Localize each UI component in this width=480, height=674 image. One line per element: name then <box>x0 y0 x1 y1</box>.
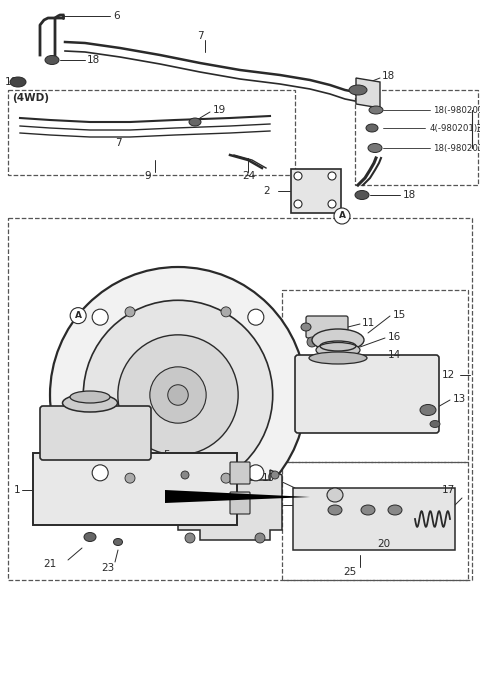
FancyBboxPatch shape <box>230 462 250 484</box>
FancyBboxPatch shape <box>40 406 151 460</box>
Circle shape <box>84 301 273 490</box>
Ellipse shape <box>10 77 26 87</box>
Circle shape <box>248 309 264 325</box>
Ellipse shape <box>301 323 311 331</box>
Text: 21: 21 <box>43 559 57 569</box>
Ellipse shape <box>189 118 201 126</box>
Polygon shape <box>165 490 310 503</box>
Text: 3: 3 <box>475 124 480 134</box>
Polygon shape <box>178 460 282 540</box>
Ellipse shape <box>355 191 369 200</box>
Circle shape <box>150 367 206 423</box>
Text: 16: 16 <box>388 332 401 342</box>
Ellipse shape <box>327 488 343 502</box>
Text: A: A <box>75 311 82 320</box>
Text: 18: 18 <box>382 71 395 81</box>
FancyBboxPatch shape <box>306 316 348 338</box>
Circle shape <box>248 465 264 481</box>
Ellipse shape <box>84 532 96 541</box>
Text: 10: 10 <box>262 473 275 483</box>
Text: 8: 8 <box>300 500 307 510</box>
Text: 2: 2 <box>264 186 270 196</box>
Text: 6: 6 <box>113 11 120 21</box>
Polygon shape <box>356 78 380 108</box>
FancyBboxPatch shape <box>33 453 237 525</box>
Circle shape <box>125 307 135 317</box>
Ellipse shape <box>309 352 367 364</box>
Circle shape <box>334 208 350 224</box>
Text: 13: 13 <box>453 394 466 404</box>
FancyBboxPatch shape <box>291 169 341 213</box>
Circle shape <box>50 267 306 523</box>
Text: 18(-980201): 18(-980201) <box>433 144 480 152</box>
Ellipse shape <box>388 505 402 515</box>
Circle shape <box>92 309 108 325</box>
Circle shape <box>271 471 279 479</box>
Circle shape <box>328 172 336 180</box>
Ellipse shape <box>70 391 110 403</box>
Circle shape <box>181 471 189 479</box>
Ellipse shape <box>368 144 382 152</box>
Ellipse shape <box>369 106 383 114</box>
Circle shape <box>221 307 231 317</box>
Ellipse shape <box>316 342 360 357</box>
Ellipse shape <box>312 329 364 351</box>
Ellipse shape <box>45 55 59 65</box>
Circle shape <box>92 465 108 481</box>
Ellipse shape <box>62 394 118 412</box>
Ellipse shape <box>420 404 436 415</box>
Circle shape <box>294 172 302 180</box>
FancyBboxPatch shape <box>295 355 439 433</box>
Text: 12: 12 <box>442 370 455 380</box>
Text: 7: 7 <box>115 138 121 148</box>
Circle shape <box>221 473 231 483</box>
Circle shape <box>328 200 336 208</box>
Ellipse shape <box>113 539 122 545</box>
Circle shape <box>118 335 238 455</box>
FancyBboxPatch shape <box>230 492 250 514</box>
Circle shape <box>125 473 135 483</box>
Circle shape <box>307 337 317 347</box>
Circle shape <box>294 200 302 208</box>
Circle shape <box>185 533 195 543</box>
Text: 25: 25 <box>343 567 357 577</box>
Text: 7: 7 <box>197 31 204 41</box>
Circle shape <box>255 533 265 543</box>
Text: 19: 19 <box>213 105 226 115</box>
Text: 18(-980201): 18(-980201) <box>433 106 480 115</box>
Ellipse shape <box>349 85 367 95</box>
Text: (4WD): (4WD) <box>12 93 49 103</box>
Text: 5: 5 <box>163 450 169 460</box>
Text: 18: 18 <box>403 190 416 200</box>
Ellipse shape <box>366 124 378 132</box>
Text: 1: 1 <box>13 485 20 495</box>
Ellipse shape <box>361 505 375 515</box>
Circle shape <box>70 307 86 324</box>
Text: 9: 9 <box>144 171 151 181</box>
Text: 14: 14 <box>388 350 401 360</box>
Text: 24: 24 <box>242 171 255 181</box>
Text: A: A <box>338 212 346 220</box>
Text: 15: 15 <box>393 310 406 320</box>
Text: 23: 23 <box>101 563 115 573</box>
Text: 22: 22 <box>338 337 351 347</box>
Text: 20: 20 <box>377 539 391 549</box>
Text: 11: 11 <box>362 318 375 328</box>
Text: 18: 18 <box>5 77 18 87</box>
Ellipse shape <box>430 421 440 427</box>
Text: 18: 18 <box>87 55 100 65</box>
Ellipse shape <box>328 505 342 515</box>
Text: 4(-980201): 4(-980201) <box>430 123 478 133</box>
Text: 17: 17 <box>442 485 455 495</box>
Circle shape <box>168 385 188 405</box>
FancyBboxPatch shape <box>293 488 455 550</box>
